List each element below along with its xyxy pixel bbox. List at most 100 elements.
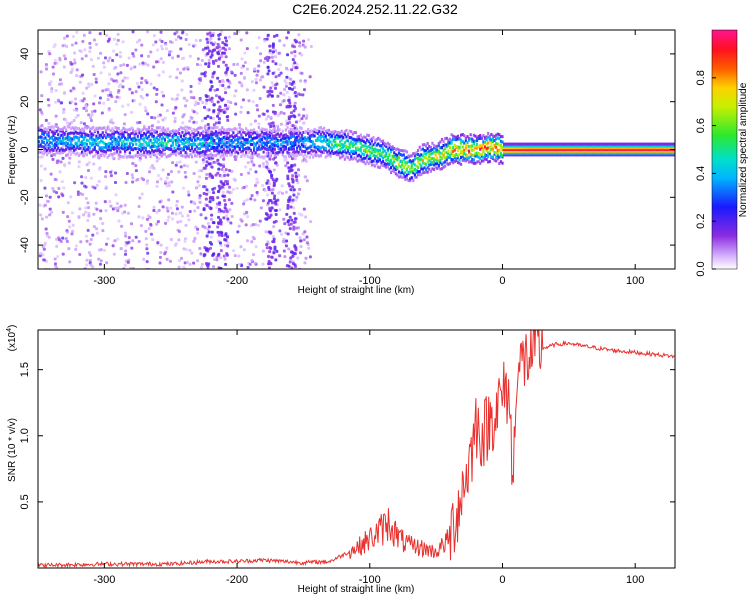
ridge-cell [101,136,104,140]
noise-cell [253,261,257,265]
ridge-cell [553,142,557,146]
noise-cell [114,65,118,69]
noise-cell [61,193,65,197]
ridge-cell [512,151,515,155]
ridge-cell [589,151,592,155]
ridge-cell [603,142,606,146]
ridge-cell [460,138,463,142]
ridge-cell [619,142,622,146]
ridge-cell [471,140,474,144]
ridge-cell [111,153,114,157]
ridge-cell [378,152,381,156]
ridge-cell [208,142,211,146]
ridge-cell [84,141,87,145]
ridge-cell [278,147,281,151]
ridge-cell [659,149,662,153]
ridge-cell [350,130,353,134]
ridge-cell [566,149,569,153]
streak-cell [272,237,276,241]
ridge-cell [315,146,318,150]
ridge-cell [557,142,560,146]
noise-cell [253,119,257,123]
noise-cell [165,176,169,180]
streak-cell [212,109,216,113]
ridge-cell [479,156,482,160]
ridge-cell [151,127,154,131]
noise-cell [178,71,182,75]
noise-cell [282,111,286,115]
streak-cell [272,220,276,224]
ridge-cell [432,167,436,171]
ridge-cell [582,151,585,155]
noise-cell [111,244,115,248]
noise-cell [88,242,92,246]
noise-cell [196,57,200,61]
ridge-cell [359,158,362,162]
ridge-cell [533,144,536,148]
ridge-cell [359,138,362,142]
streak-cell [212,191,216,195]
noise-cell [124,249,128,253]
ridge-cell [450,159,453,163]
streak-cell [202,254,206,258]
streak-cell [295,232,299,236]
ridge-cell [109,148,112,152]
noise-cell [249,122,253,126]
ridge-cell [469,152,472,156]
ridge-cell [501,135,504,139]
ridge-cell [117,153,120,157]
ridge-cell [149,155,152,159]
noise-cell [131,52,135,56]
ridge-cell [235,145,238,149]
ridge-cell [135,129,138,133]
ridge-cell [617,146,620,150]
ridge-cell [44,136,47,140]
ridge-cell [474,152,477,156]
ridge-cell [186,146,189,150]
ridge-cell [487,146,490,150]
ridge-cell [568,144,571,148]
ridge-cell [555,148,558,151]
ridge-cell [123,136,127,140]
ridge-cell [439,167,442,171]
ridge-cell [225,154,229,158]
ridge-cell [209,126,213,130]
ridge-cell [417,165,420,169]
ridge-cell [638,153,641,157]
ridge-cell [394,148,397,152]
streak-cell [294,66,298,70]
noise-cell [116,38,120,42]
figure-title: C2E6.2024.252.11.22.G32 [292,1,458,17]
ridge-cell [315,128,318,132]
ridge-cell [195,154,198,158]
noise-cell [114,171,118,175]
noise-cell [221,190,225,194]
noise-cell [57,187,61,191]
noise-cell [101,222,105,226]
ridge-cell [534,146,538,150]
ridge-cell [442,165,445,169]
ridge-cell [493,158,496,162]
noise-cell [175,30,179,34]
ridge-cell [644,151,647,155]
ridge-cell [294,150,297,154]
ridge-cell [214,148,217,152]
noise-cell [196,231,200,235]
ridge-cell [447,138,450,142]
noise-cell [302,114,306,118]
ridge-cell [445,143,448,147]
noise-cell [109,91,113,95]
ridge-cell [385,144,388,148]
ridge-cell [377,156,380,160]
ridge-cell [49,141,52,145]
noise-cell [282,249,286,253]
ridge-cell [123,130,127,134]
noise-cell [87,82,91,86]
ridge-cell [354,138,358,142]
ridge-cell [452,146,455,150]
ridge-cell [318,130,321,134]
noise-cell [255,73,259,77]
ridge-cell [335,132,338,136]
ridge-cell [522,144,525,148]
